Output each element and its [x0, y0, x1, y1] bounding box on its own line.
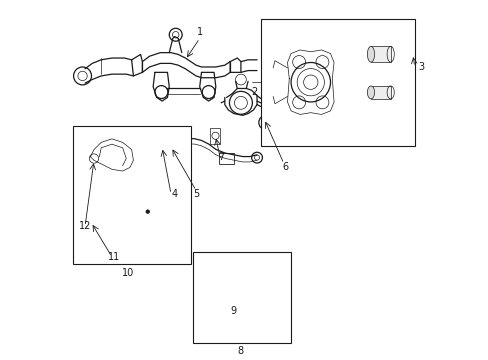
Bar [72, 126, 190, 264]
Bar [219, 153, 233, 164]
Text: 7: 7 [218, 152, 224, 162]
Text: 3: 3 [417, 62, 424, 72]
Text: 8: 8 [237, 346, 244, 356]
Text: 10: 10 [122, 267, 134, 278]
Bar [260, 19, 414, 146]
Bar [192, 252, 290, 343]
Ellipse shape [366, 46, 374, 62]
Text: 4: 4 [171, 189, 177, 199]
Bar [210, 128, 220, 144]
Bar [156, 144, 169, 150]
Text: 2: 2 [250, 87, 257, 97]
Bar [370, 46, 390, 62]
Ellipse shape [366, 86, 374, 99]
Text: 11: 11 [107, 252, 120, 262]
Bar [370, 86, 390, 99]
Text: 1: 1 [196, 27, 203, 37]
Text: 9: 9 [230, 306, 236, 316]
Circle shape [145, 210, 149, 213]
Text: 6: 6 [282, 162, 288, 172]
Text: 12: 12 [79, 221, 91, 231]
Text: 5: 5 [193, 189, 199, 199]
